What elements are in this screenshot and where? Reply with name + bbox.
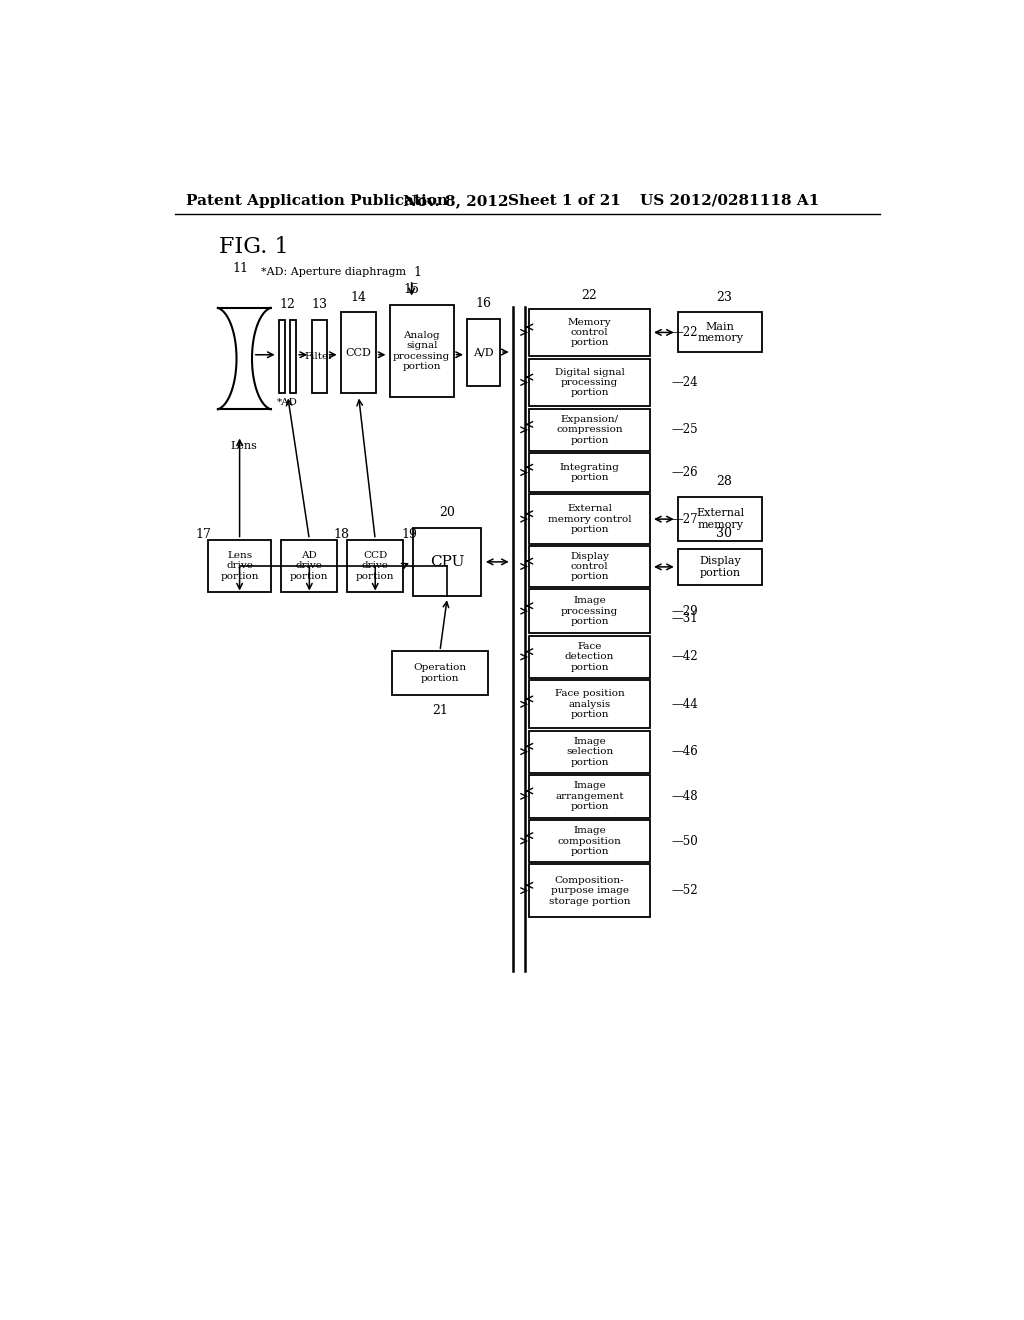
Bar — [467, 318, 500, 385]
Text: —50: —50 — [672, 834, 698, 847]
Text: Lens
drive
portion: Lens drive portion — [220, 550, 259, 581]
Bar — [529, 589, 649, 634]
Text: *AD: Aperture diaphragm: *AD: Aperture diaphragm — [261, 268, 407, 277]
Text: Memory
control
portion: Memory control portion — [567, 318, 611, 347]
Text: CCD: CCD — [346, 348, 372, 358]
Text: 21: 21 — [432, 704, 447, 717]
Text: Face
detection
portion: Face detection portion — [565, 642, 614, 672]
Text: —29: —29 — [672, 605, 698, 618]
Bar — [678, 498, 762, 541]
Bar — [282, 540, 337, 591]
Text: —26: —26 — [672, 466, 698, 479]
Text: 20: 20 — [439, 506, 456, 519]
Text: 18: 18 — [334, 528, 350, 541]
Text: 15: 15 — [403, 282, 420, 296]
Text: Digital signal
processing
portion: Digital signal processing portion — [555, 367, 625, 397]
Bar — [529, 359, 649, 407]
Bar — [678, 313, 762, 352]
Bar — [208, 540, 271, 591]
Text: Lens: Lens — [230, 441, 258, 450]
Bar — [529, 865, 649, 917]
Bar — [311, 321, 328, 393]
Text: 13: 13 — [311, 298, 328, 312]
Text: Sheet 1 of 21: Sheet 1 of 21 — [508, 194, 621, 207]
Bar — [391, 651, 488, 696]
Text: Display
portion: Display portion — [699, 556, 741, 578]
Text: —24: —24 — [672, 376, 698, 389]
Text: 28: 28 — [716, 475, 732, 488]
Text: 16: 16 — [476, 297, 492, 310]
Text: —31: —31 — [672, 612, 698, 626]
Text: Face position
analysis
portion: Face position analysis portion — [555, 689, 625, 719]
Text: —52: —52 — [672, 884, 698, 898]
Text: —48: —48 — [672, 789, 698, 803]
Text: Image
processing
portion: Image processing portion — [561, 597, 618, 626]
Text: *AD: *AD — [278, 399, 298, 407]
Text: Image
composition
portion: Image composition portion — [558, 826, 622, 855]
Text: AD
drive
portion: AD drive portion — [290, 550, 329, 581]
Bar — [529, 309, 649, 356]
Text: 22: 22 — [582, 289, 597, 302]
Text: —44: —44 — [672, 698, 698, 711]
Bar — [280, 321, 286, 393]
Bar — [529, 409, 649, 451]
Text: —22: —22 — [672, 326, 697, 339]
Text: —42: —42 — [672, 651, 698, 664]
Text: External
memory: External memory — [696, 508, 744, 529]
Bar — [529, 775, 649, 817]
Text: 17: 17 — [196, 528, 211, 541]
Text: —25: —25 — [672, 424, 698, 437]
Text: 14: 14 — [350, 290, 367, 304]
Bar — [529, 730, 649, 774]
Text: Display
control
portion: Display control portion — [570, 552, 609, 581]
Text: Integrating
portion: Integrating portion — [559, 463, 620, 482]
Text: External
memory control
portion: External memory control portion — [548, 504, 632, 535]
Text: Operation
portion: Operation portion — [414, 664, 467, 682]
Bar — [414, 528, 481, 595]
Text: CPU: CPU — [430, 554, 465, 569]
Text: 19: 19 — [401, 528, 417, 541]
Bar — [347, 540, 403, 591]
Text: Image
arrangement
portion: Image arrangement portion — [555, 781, 624, 812]
Text: A/D: A/D — [473, 347, 494, 356]
Bar — [529, 453, 649, 492]
Text: —46: —46 — [672, 746, 698, 758]
Bar — [390, 305, 454, 397]
Text: Image
selection
portion: Image selection portion — [566, 737, 613, 767]
Text: US 2012/0281118 A1: US 2012/0281118 A1 — [640, 194, 819, 207]
Text: Filter: Filter — [305, 352, 334, 362]
Bar — [529, 494, 649, 544]
Text: Composition-
purpose image
storage portion: Composition- purpose image storage porti… — [549, 875, 630, 906]
Bar — [678, 549, 762, 585]
Bar — [529, 546, 649, 586]
Text: Main
memory: Main memory — [697, 322, 743, 343]
Text: Patent Application Publication: Patent Application Publication — [186, 194, 449, 207]
Bar — [529, 820, 649, 862]
Text: Analog
signal
processing
portion: Analog signal processing portion — [393, 331, 451, 371]
Text: 11: 11 — [232, 261, 249, 275]
Text: Expansion/
compression
portion: Expansion/ compression portion — [556, 414, 623, 445]
Text: Nov. 8, 2012: Nov. 8, 2012 — [403, 194, 509, 207]
Bar — [290, 321, 296, 393]
Text: —27: —27 — [672, 512, 698, 525]
Text: 12: 12 — [280, 298, 296, 312]
Bar — [341, 313, 376, 393]
Text: 30: 30 — [716, 527, 732, 540]
Text: 23: 23 — [716, 290, 732, 304]
Bar — [529, 636, 649, 678]
Text: 1: 1 — [413, 265, 421, 279]
Text: FIG. 1: FIG. 1 — [219, 236, 289, 257]
Text: CCD
drive
portion: CCD drive portion — [356, 550, 394, 581]
Bar — [529, 681, 649, 729]
